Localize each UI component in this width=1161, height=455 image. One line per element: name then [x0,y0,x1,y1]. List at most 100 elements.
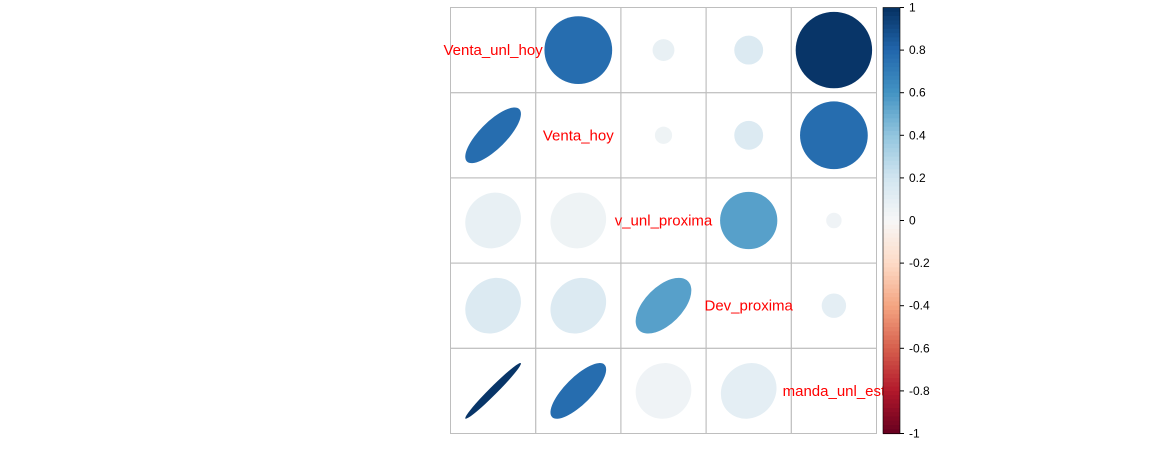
colorbar-segment [883,284,900,290]
colorbar-segment [883,79,900,85]
colorbar-tick-label: 0.4 [909,128,926,142]
colorbar-segment [883,152,900,158]
corr-ellipse [465,107,521,164]
colorbar-tick-label: -0.8 [909,384,930,398]
colorbar-segment [883,173,900,179]
corr-circle [800,101,868,170]
colorbar-segment [883,373,900,379]
colorbar-segment [883,186,900,192]
colorbar-tick-label: 0 [909,214,916,228]
colorbar-segment [883,182,900,188]
matrix-cell [790,347,877,434]
colorbar-segment [883,84,900,90]
colorbar-segment [883,207,900,213]
colorbar-segment [883,288,900,294]
colorbar-segment [883,41,900,47]
corr-circle [734,35,764,65]
colorbar-tick-label: -1 [909,427,920,441]
colorbar-segment [883,403,900,409]
colorbar-segment [883,327,900,332]
colorbar-segment [883,135,900,141]
colorbar-segment [883,331,900,337]
colorbar-segment [883,233,900,239]
colorbar-segment [883,412,900,418]
colorbar-segment [883,390,900,396]
colorbar-segment [883,229,900,234]
colorbar-segment [883,339,900,345]
colorbar-segment [883,386,900,392]
colorbar-segment [883,24,900,30]
colorbar-segment [883,67,900,72]
colorbar-segment [883,177,900,183]
colorbar-segment [883,62,900,68]
corr-circle [795,11,873,89]
colorbar-segment [883,58,900,64]
colorbar-segment [883,322,900,328]
colorbar-segment [883,246,900,251]
colorbar-segment [883,301,900,307]
corr-ellipse [465,363,521,419]
colorbar-tick-label: 1 [909,1,916,15]
colorbar-segment [883,348,900,354]
colorbar-segment [883,314,900,320]
variable-label: Venta_hoy [543,127,614,144]
colorbar-segment [883,169,900,175]
colorbar-segment [883,105,900,111]
colorbar-segment [883,429,900,435]
corr-ellipse [720,363,777,419]
colorbar-segment [883,263,900,268]
variable-label: manda_unl_est [783,383,886,400]
colorbar-segment [883,220,900,226]
corr-ellipse [550,277,607,334]
colorbar-segment [883,156,900,162]
colorbar-segment [883,28,900,34]
variable-label: v_unl_proxima [615,213,713,230]
colorbar-segment [883,45,900,51]
colorbar-segment [883,416,900,422]
colorbar-segment [883,224,900,230]
colorbar-segment [883,190,900,196]
matrix-cells [450,7,877,434]
colorbar-segment [883,275,900,281]
colorbar-segment [883,297,900,303]
colorbar-segment [883,280,900,285]
colorbar-segment [883,292,900,298]
colorbar-segment [883,365,900,371]
colorbar-segment [883,382,900,388]
colorbar-segment [883,92,900,98]
colorbar-segment [883,126,900,132]
variable-label: Dev_proxima [705,298,794,315]
colorbar-segment [883,165,900,170]
colorbar-segment [883,241,900,247]
colorbar-tick-label: 0.8 [909,43,926,57]
colorbar-segment [883,37,900,43]
colorbar-segment [883,54,900,60]
colorbar-segment [883,148,900,153]
colorbar-segment [883,216,900,222]
colorbar-legend: 1 0.8 0.6 0.4 0.2 0 -0.2 -0.4 -0.6 -0.8 -1 [882,1,930,441]
colorbar-segment [883,199,900,205]
colorbar-segment [883,114,900,119]
colorbar-tick-label: -0.2 [909,256,930,270]
corr-circle [654,126,673,144]
colorbar-segment [883,356,900,362]
colorbar-segment [883,254,900,260]
corr-circle [826,212,842,229]
colorbar-segment [883,109,900,115]
colorbar-segment [883,71,900,77]
colorbar-segment [883,160,900,166]
colorbar-tick-label: 0.6 [909,86,926,100]
colorbar-segment [883,361,900,366]
colorbar-segment [883,318,900,324]
colorbar-segment [883,305,900,311]
colorbar-segment [883,143,900,149]
colorbar-segment [883,258,900,264]
colorbar-segment [883,211,900,217]
colorbar-segment [883,96,900,102]
colorbar-segment [883,271,900,277]
corr-ellipse [465,192,521,249]
colorbar-segment [883,237,900,243]
colorbar-segment [883,378,900,383]
colorbar-segment [883,11,900,17]
